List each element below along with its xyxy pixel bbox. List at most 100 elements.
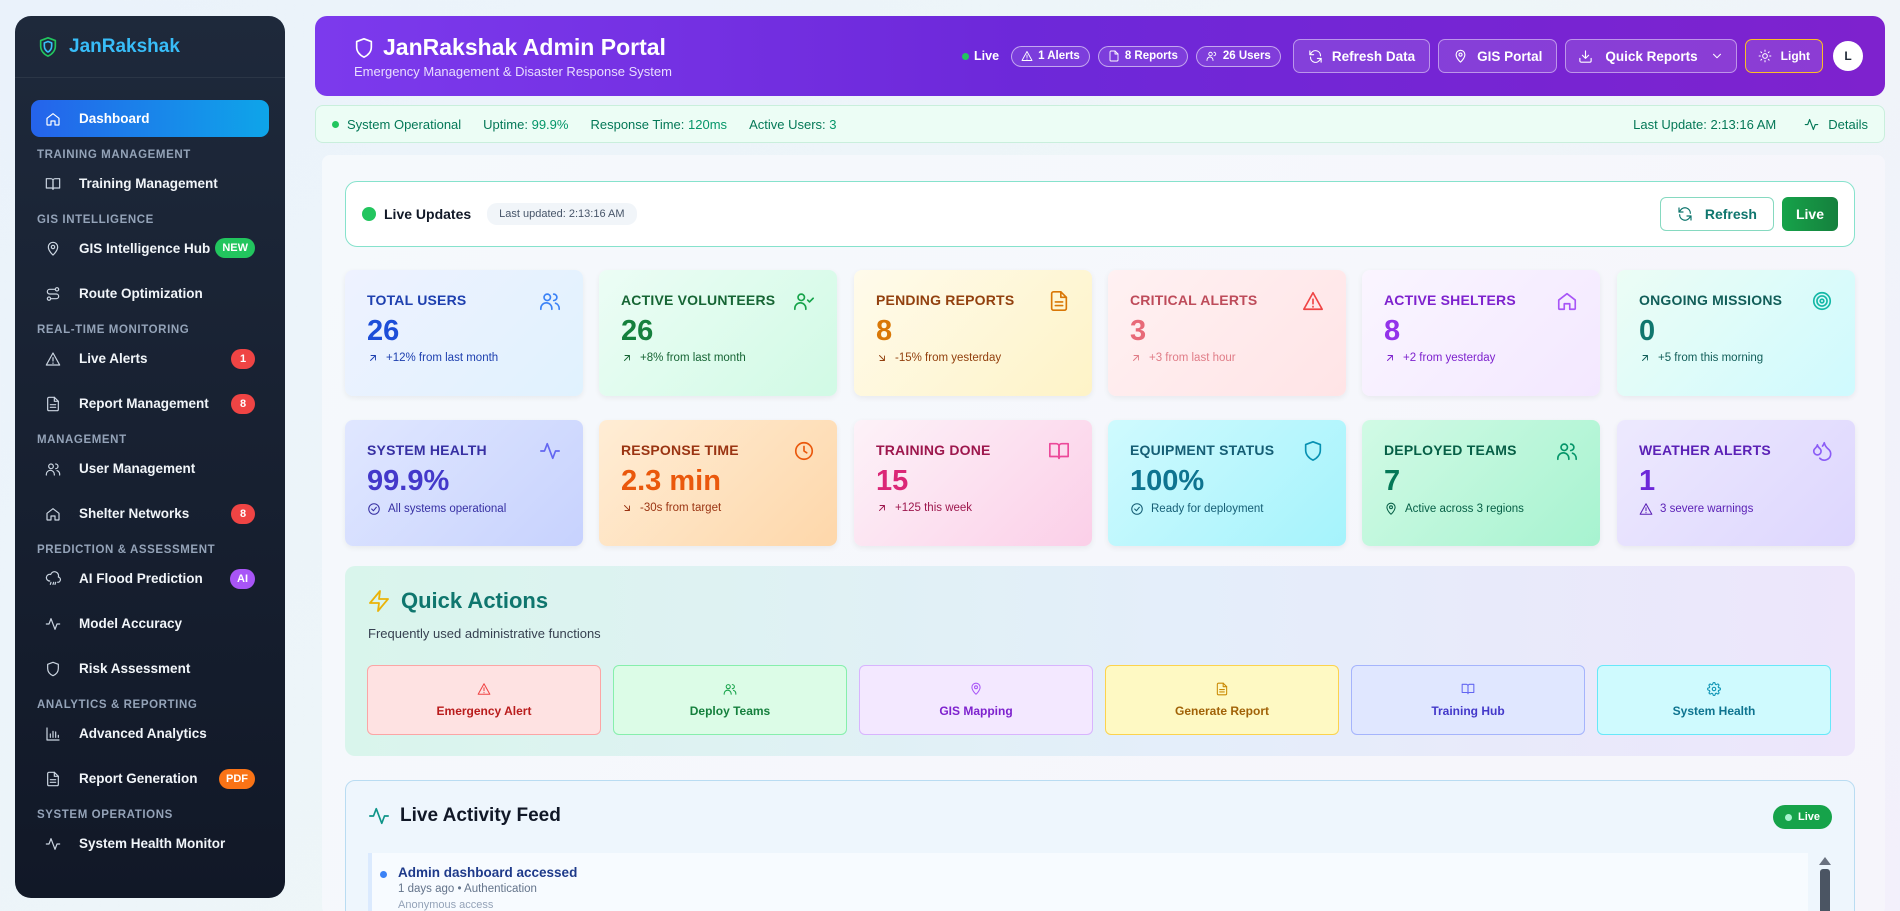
sidebar-item-ai-flood[interactable]: AI Flood Prediction AI: [31, 560, 269, 597]
gis-portal-label: GIS Portal: [1477, 48, 1543, 64]
sidebar-item-advanced-analytics[interactable]: Advanced Analytics: [31, 715, 269, 752]
emergency-alert-label: Emergency Alert: [436, 704, 532, 718]
uptime-value: 99.9%: [531, 116, 569, 132]
section-analytics: ANALYTICS & REPORTING: [37, 699, 198, 711]
sidebar-item-model-accuracy[interactable]: Model Accuracy: [31, 605, 269, 642]
generate-report-button[interactable]: Generate Report: [1105, 665, 1339, 735]
sidebar-item-route-optimization[interactable]: Route Optimization: [31, 275, 269, 312]
map-pin-icon: [47, 241, 59, 256]
sidebar-item-training-management[interactable]: Training Management: [31, 165, 269, 202]
alert-count-badge: 1: [231, 349, 255, 369]
pdf-badge: PDF: [219, 769, 255, 789]
check-circle-icon: [1131, 503, 1143, 515]
users-value: 3: [829, 116, 837, 132]
stat-subtext-label: +8% from last month: [640, 351, 746, 364]
refresh-data-button[interactable]: Refresh Data: [1292, 39, 1431, 73]
sidebar-item-live-alerts[interactable]: Live Alerts 1: [31, 340, 269, 377]
stat-card-weather-alerts[interactable]: WEATHER ALERTS 1 3 severe warnings: [1617, 420, 1855, 546]
sidebar-item-label: Shelter Networks: [79, 506, 190, 521]
gis-mapping-button[interactable]: GIS Mapping: [859, 665, 1093, 735]
sidebar-item-dashboard[interactable]: Dashboard: [31, 100, 269, 137]
stat-card-ongoing-missions[interactable]: ONGOING MISSIONS 0 +5 from this morning: [1617, 270, 1855, 396]
stat-card-active-shelters[interactable]: ACTIVE SHELTERS 8 +2 from yesterday: [1362, 270, 1600, 396]
deploy-teams-button[interactable]: Deploy Teams: [613, 665, 847, 735]
list-item[interactable]: Admin dashboard accessed 1 days ago • Au…: [380, 865, 577, 911]
sidebar-item-user-management[interactable]: User Management: [31, 450, 269, 487]
section-training: TRAINING MANAGEMENT: [37, 149, 191, 161]
gis-portal-button[interactable]: GIS Portal: [1438, 39, 1558, 73]
alert-triangle-icon: [1303, 291, 1323, 311]
sidebar-item-report-generation[interactable]: Report Generation PDF: [31, 760, 269, 797]
stat-value: 100%: [1130, 465, 1205, 497]
sidebar-item-label: Training Management: [79, 176, 218, 191]
stat-subtext: Active across 3 regions: [1384, 502, 1578, 516]
stat-card-equipment-status[interactable]: EQUIPMENT STATUS 100% Ready for deployme…: [1108, 420, 1346, 546]
brand[interactable]: JanRakshak: [15, 16, 285, 78]
file-text-icon: [1109, 50, 1119, 62]
sidebar-item-risk-assessment[interactable]: Risk Assessment: [31, 650, 269, 687]
sidebar-item-label: Route Optimization: [79, 286, 203, 301]
stat-card-total-users[interactable]: TOTAL USERS 26 +12% from last month: [345, 270, 583, 396]
status-active-users: Active Users: 3: [749, 117, 836, 132]
feed-live-dot: [1784, 813, 1792, 821]
system-health-button[interactable]: System Health: [1597, 665, 1831, 735]
quick-reports-dropdown[interactable]: Quick Reports: [1565, 39, 1737, 73]
zap-icon: [369, 590, 389, 612]
feed-list: Admin dashboard accessed 1 days ago • Au…: [368, 853, 1808, 911]
scroll-thumb[interactable]: [1820, 869, 1830, 911]
sidebar: JanRakshak Dashboard TRAINING MANAGEMENT…: [15, 16, 285, 898]
stat-card-pending-reports[interactable]: PENDING REPORTS 8 -15% from yesterday: [854, 270, 1092, 396]
file-text-icon: [47, 771, 59, 786]
refresh-button[interactable]: Refresh: [1659, 197, 1774, 231]
feed-scrollbar[interactable]: [1818, 855, 1832, 911]
sidebar-item-shelter-networks[interactable]: Shelter Networks 8: [31, 495, 269, 532]
stat-card-active-volunteers[interactable]: ACTIVE VOLUNTEERS 26 +8% from last month: [599, 270, 837, 396]
details-button[interactable]: Details: [1804, 117, 1868, 132]
theme-toggle-button[interactable]: Light: [1744, 39, 1823, 73]
arrow-up-right-icon: [1642, 354, 1648, 361]
live-indicator: Live: [962, 49, 999, 63]
route-icon: [46, 286, 60, 301]
stat-card-system-health[interactable]: SYSTEM HEALTH 99.9% All systems operatio…: [345, 420, 583, 546]
stat-subtext-label: -15% from yesterday: [895, 351, 1002, 364]
sidebar-item-report-management[interactable]: Report Management 8: [31, 385, 269, 422]
activity-icon: [540, 442, 560, 460]
stat-card-critical-alerts[interactable]: CRITICAL ALERTS 3 +3 from last hour: [1108, 270, 1346, 396]
emergency-alert-button[interactable]: Emergency Alert: [367, 665, 601, 735]
stat-card-training-done[interactable]: TRAINING DONE 15 +125 this week: [854, 420, 1092, 546]
alerts-pill-label: 1 Alerts: [1038, 50, 1080, 62]
live-toggle-button[interactable]: Live: [1781, 197, 1838, 231]
feed-live-badge[interactable]: Live: [1772, 805, 1832, 829]
refresh-label: Refresh: [1704, 206, 1757, 222]
quick-actions-title-text: Quick Actions: [401, 588, 549, 613]
home-icon: [46, 112, 60, 126]
users-pill[interactable]: 26 Users: [1195, 45, 1281, 67]
last-update: Last Update: 2:13:16 AM: [1633, 116, 1777, 132]
reports-pill[interactable]: 8 Reports: [1097, 45, 1188, 67]
shelter-count-badge: 8: [231, 504, 255, 524]
response-label: Response Time:: [590, 116, 685, 132]
gear-icon: [1707, 682, 1721, 696]
avatar[interactable]: L: [1833, 41, 1863, 71]
alerts-pill[interactable]: 1 Alerts: [1011, 45, 1090, 67]
section-realtime: REAL-TIME MONITORING: [37, 324, 190, 336]
stat-value: 1: [1639, 465, 1656, 497]
sidebar-item-label: Dashboard: [79, 111, 150, 126]
stat-subtext: +2 from yesterday: [1384, 352, 1578, 364]
stat-card-response-time[interactable]: RESPONSE TIME 2.3 min -30s from target: [599, 420, 837, 546]
stat-subtext: +12% from last month: [367, 352, 561, 364]
feed-live-label: Live: [1797, 811, 1820, 823]
stat-title: ONGOING MISSIONS: [1639, 292, 1783, 308]
scroll-up-arrow[interactable]: [1819, 857, 1831, 865]
alert-triangle-icon: [477, 683, 491, 695]
sidebar-item-gis-hub[interactable]: GIS Intelligence Hub NEW: [31, 230, 269, 267]
droplets-icon: [1812, 441, 1832, 461]
stat-card-deployed-teams[interactable]: DEPLOYED TEAMS 7 Active across 3 regions: [1362, 420, 1600, 546]
stat-subtext-label: Ready for deployment: [1151, 502, 1264, 515]
ai-badge: AI: [230, 569, 255, 589]
training-hub-button[interactable]: Training Hub: [1351, 665, 1585, 735]
stat-subtext: Ready for deployment: [1130, 502, 1324, 516]
quick-actions-subtitle: Frequently used administrative functions: [368, 626, 601, 641]
sidebar-item-system-health-monitor[interactable]: System Health Monitor: [31, 825, 269, 862]
quick-actions-title: Quick Actions: [367, 588, 548, 614]
